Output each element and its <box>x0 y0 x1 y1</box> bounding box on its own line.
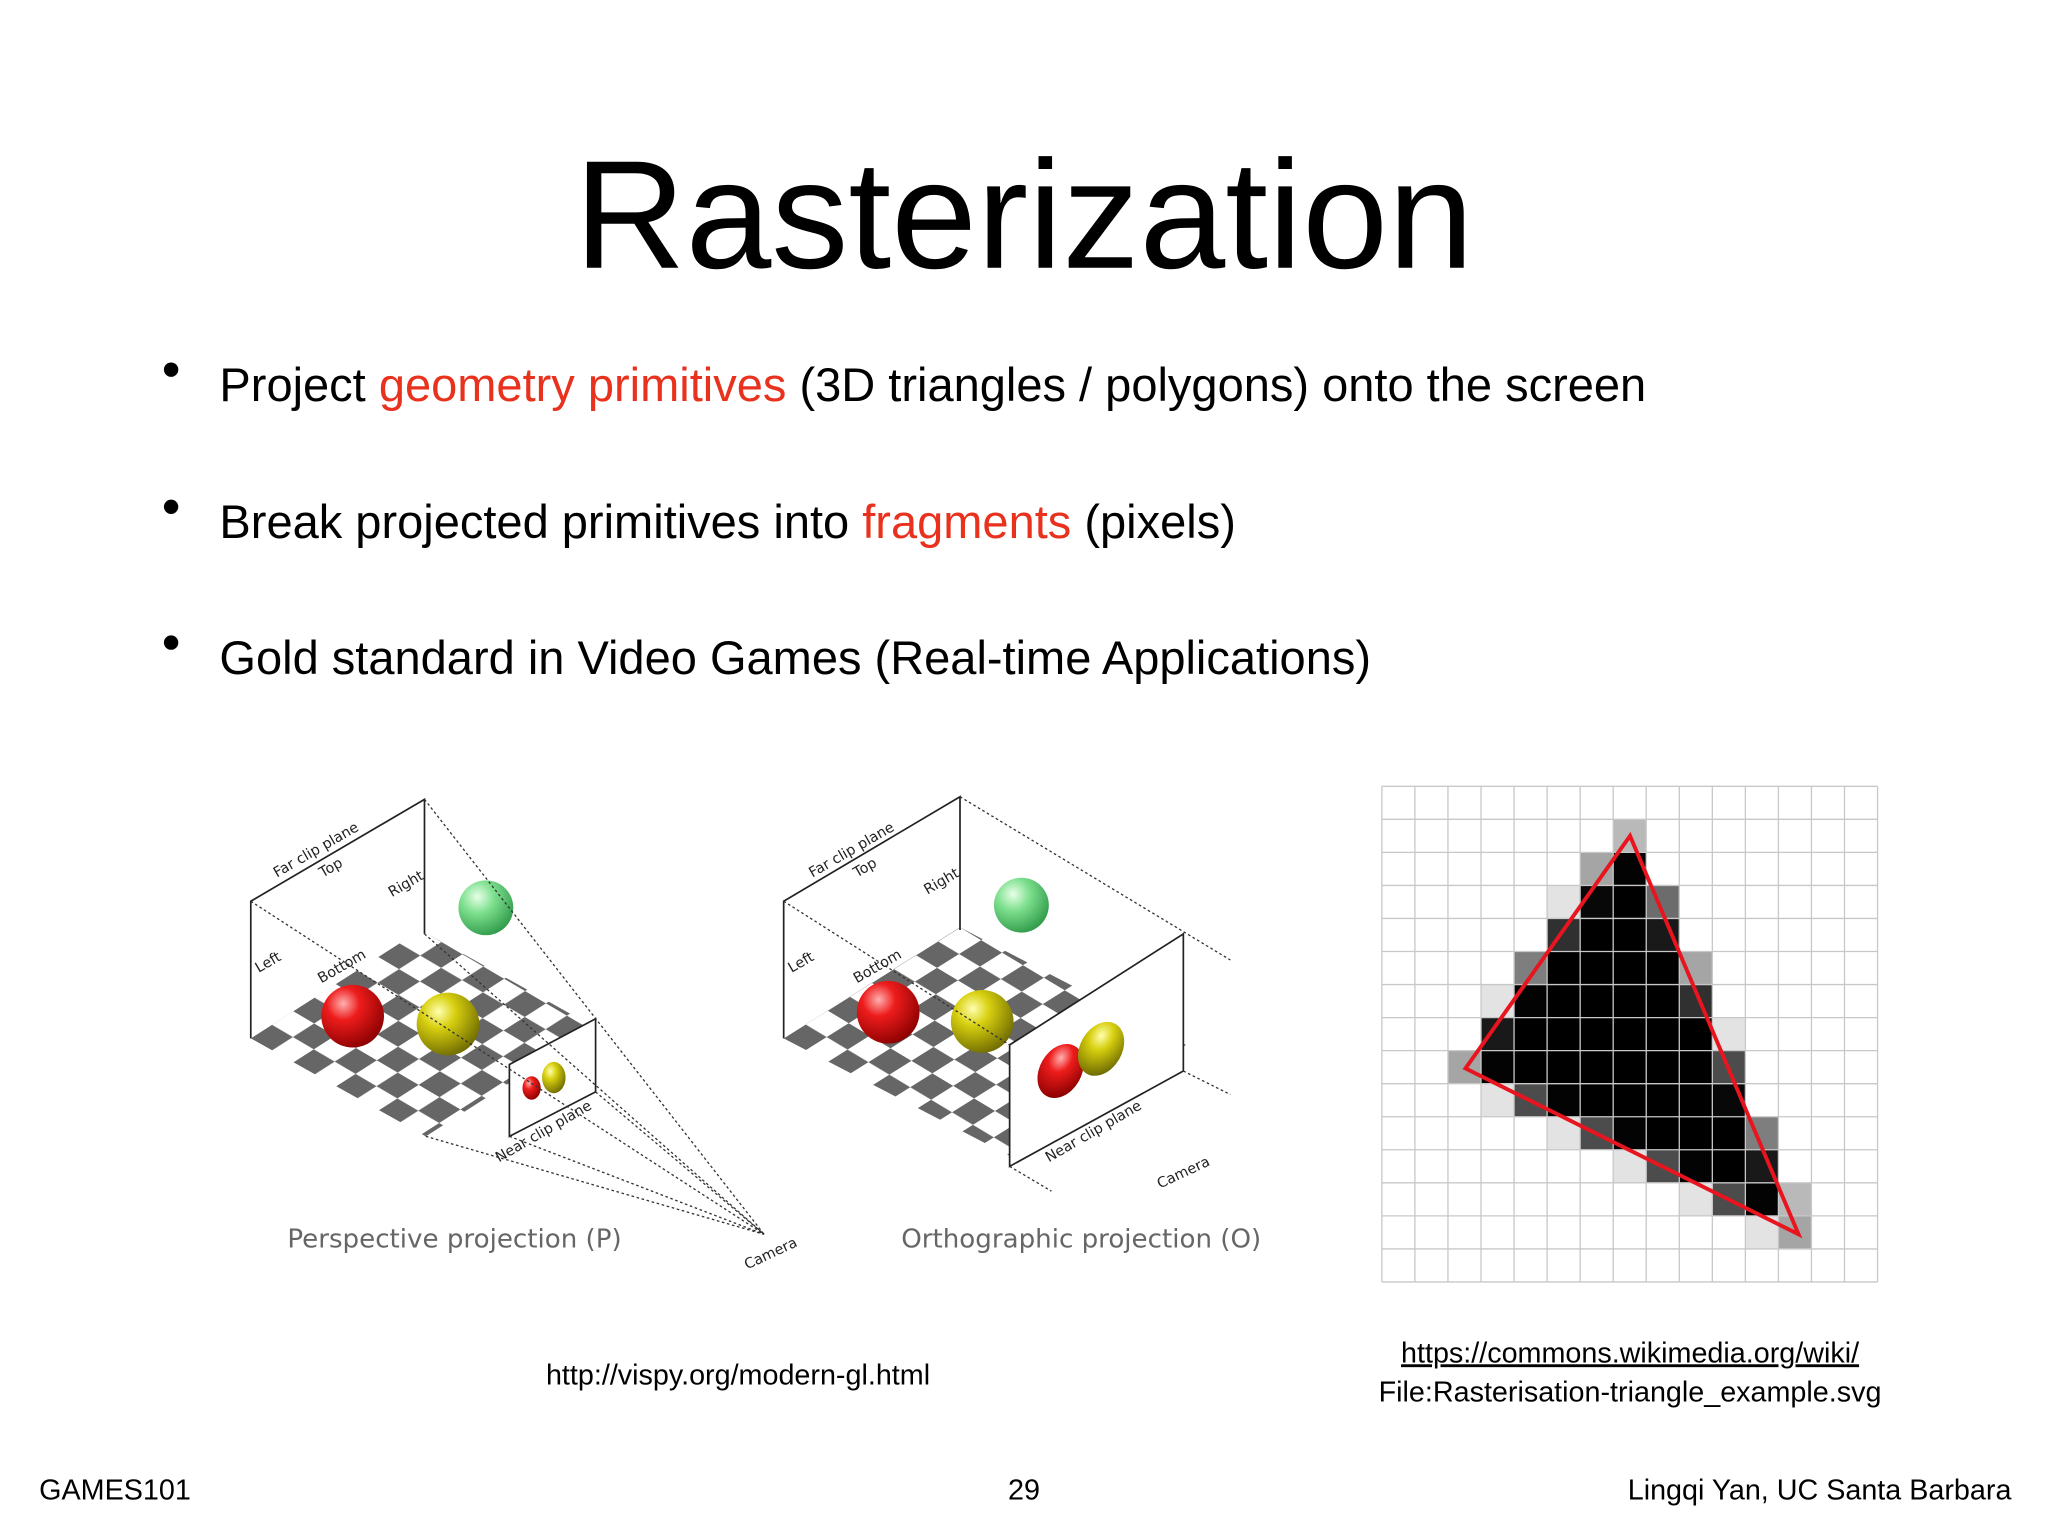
credit: File:Rasterisation-triangle_example.svg <box>1379 1376 1882 1408</box>
footer-right: Lingqi Yan, UC Santa Barbara <box>1628 1474 2012 1506</box>
sphere <box>321 984 384 1048</box>
bullet-dot <box>163 362 179 377</box>
bullet-segment: (3D triangles / polygons) onto the scree… <box>786 358 1646 411</box>
pixel <box>1613 885 1647 919</box>
sphere <box>993 877 1049 933</box>
pixel <box>1613 951 1647 985</box>
pixel <box>1646 1050 1680 1084</box>
diagram-label: Right <box>386 868 427 901</box>
diagram-label: Left <box>253 949 285 977</box>
perspective-figure: Far clip plane Top Right Left Bottom Nea… <box>249 797 800 1273</box>
far-plane <box>782 795 961 1039</box>
bullet-list: Project geometry primitives (3D triangle… <box>163 358 1646 684</box>
pixel <box>1613 1050 1647 1084</box>
pixel <box>1547 1050 1581 1084</box>
bullet-segment: Project <box>219 358 378 411</box>
credit: http://vispy.org/modern-gl.html <box>546 1359 930 1391</box>
pixel <box>1580 984 1614 1018</box>
diagram-label: Right <box>921 865 962 898</box>
pixel <box>1679 1050 1713 1084</box>
triangle <box>1462 831 1803 1239</box>
pixel <box>1712 1116 1746 1150</box>
pixel <box>1679 1083 1713 1117</box>
bullet-segment: Break projected primitives into <box>219 495 862 548</box>
frustum-lines <box>250 798 765 1235</box>
diagram-label: Left <box>786 949 818 977</box>
bullet-dot <box>163 499 179 514</box>
pixel <box>1547 984 1581 1018</box>
pixel <box>1646 1017 1680 1051</box>
sphere <box>458 880 514 936</box>
far-plane <box>249 797 426 1039</box>
bullet-text: Break projected primitives into fragment… <box>219 495 1235 548</box>
pixel <box>1613 1017 1647 1051</box>
raster-figure <box>1381 785 1879 1283</box>
bullet-text: Project geometry primitives (3D triangle… <box>219 358 1646 411</box>
pixel <box>1514 1050 1548 1084</box>
pixel <box>1712 1149 1746 1183</box>
credit-link[interactable]: https://commons.wikimedia.org/wiki/ <box>1401 1337 1859 1369</box>
pixel <box>1547 1017 1581 1051</box>
pixel <box>1547 951 1581 985</box>
figure-caption: Perspective projection (P) <box>287 1224 621 1254</box>
bullet-text: Gold standard in Video Games (Real-time … <box>219 631 1371 684</box>
orthographic-figure: Far clip plane Top Right Left Bottom Nea… <box>782 795 1261 1254</box>
projection-lines <box>783 796 1231 1192</box>
pixel <box>1646 951 1680 985</box>
pixel <box>1613 984 1647 1018</box>
pixel <box>1646 984 1680 1018</box>
bullet-segment: geometry primitives <box>379 358 787 411</box>
sphere <box>950 990 1014 1053</box>
pixel <box>1679 1017 1713 1051</box>
sphere <box>416 992 480 1056</box>
slide-title: Rasterization <box>574 128 1473 301</box>
diagram-label: Far clip plane <box>271 819 362 881</box>
pixel <box>1613 918 1647 952</box>
pixel <box>1646 918 1680 952</box>
footer-left: GAMES101 <box>39 1474 191 1506</box>
pixel <box>1580 1017 1614 1051</box>
pixel <box>1580 951 1614 985</box>
pixel <box>1679 1116 1713 1150</box>
bullet-segment: fragments <box>862 495 1071 548</box>
projected-sphere <box>1037 1044 1084 1099</box>
pixel <box>1613 1083 1647 1117</box>
bullet-dot <box>163 635 179 650</box>
diagram-label: Camera <box>742 1235 800 1273</box>
pixel <box>1580 918 1614 952</box>
sphere <box>856 980 920 1044</box>
pixel <box>1481 984 1515 1018</box>
bullet-segment: (pixels) <box>1071 495 1236 548</box>
projected-sphere <box>522 1076 541 1100</box>
pixel <box>1580 1050 1614 1084</box>
pixel <box>1613 852 1647 886</box>
pixel <box>1646 1083 1680 1117</box>
figure-caption: Orthographic projection (O) <box>901 1224 1261 1254</box>
diagram-label: Top <box>316 855 346 881</box>
projected-sphere <box>542 1061 566 1094</box>
pixel <box>1514 1017 1548 1051</box>
pixel <box>1646 1116 1680 1150</box>
projected-sphere <box>1077 1021 1125 1076</box>
diagram-label: Camera <box>1155 1154 1213 1192</box>
page-number: 29 <box>1008 1474 1040 1506</box>
bullet-segment: Gold standard in Video Games (Real-time … <box>219 631 1371 684</box>
diagram-label: Far clip plane <box>806 819 897 881</box>
pixel <box>1580 1083 1614 1117</box>
